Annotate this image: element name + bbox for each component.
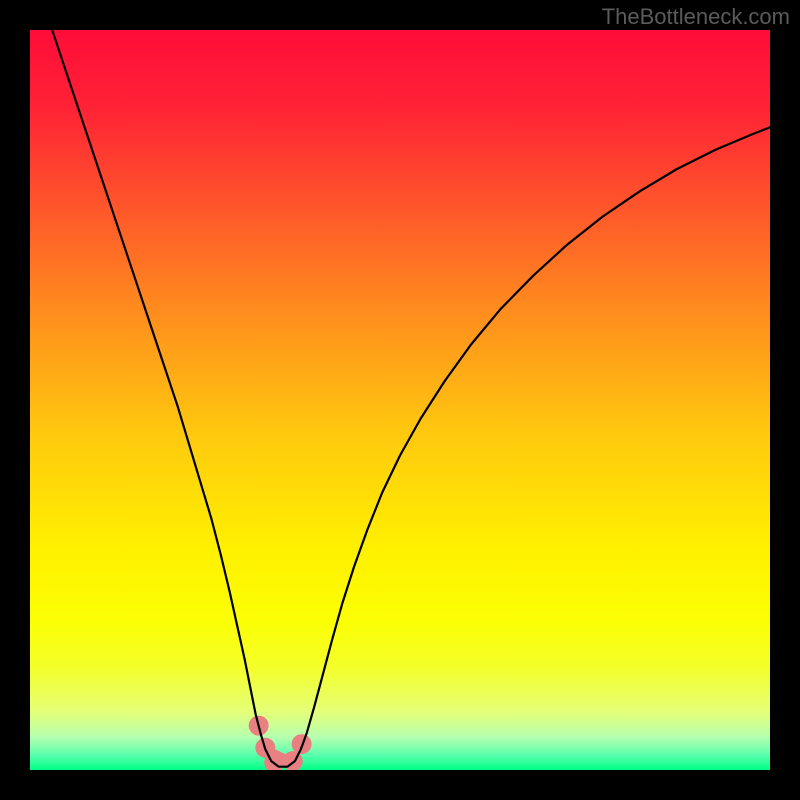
watermark-text: TheBottleneck.com (602, 4, 790, 30)
plot-area (30, 30, 770, 770)
gradient-background (30, 30, 770, 770)
chart-svg (30, 30, 770, 770)
